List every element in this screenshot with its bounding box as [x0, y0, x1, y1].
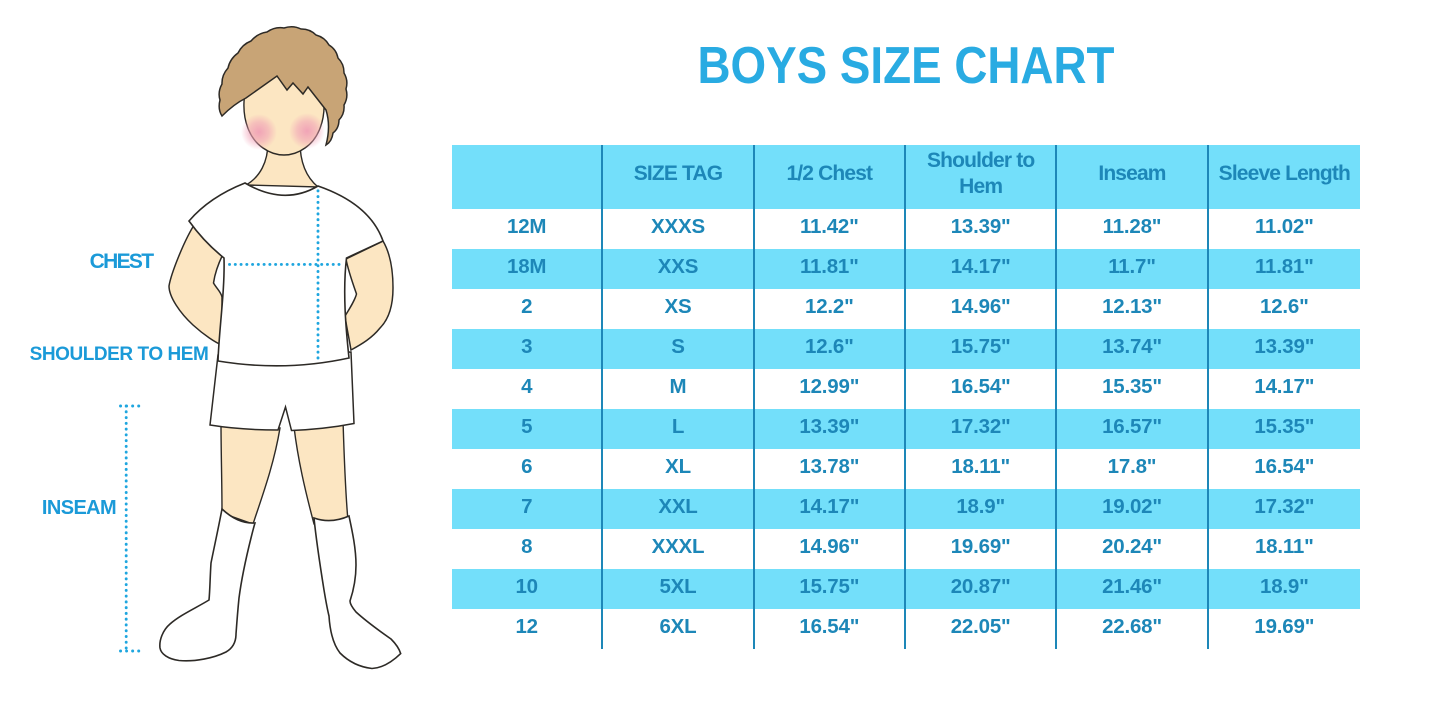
- svg-text:INSEAM: INSEAM: [42, 497, 116, 519]
- svg-text:CHEST: CHEST: [90, 250, 155, 273]
- svg-text:SHOULDER TO HEM: SHOULDER TO HEM: [30, 344, 209, 365]
